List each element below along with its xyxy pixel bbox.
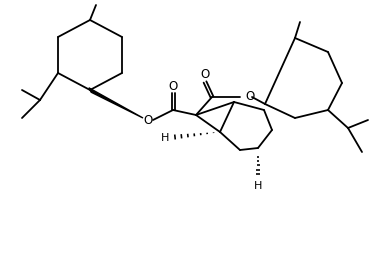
Text: O: O [245,91,254,103]
Polygon shape [89,88,143,118]
Text: O: O [143,113,152,126]
Text: H: H [254,181,262,191]
Text: O: O [168,80,177,92]
Text: O: O [200,69,209,81]
Text: H: H [161,133,169,143]
